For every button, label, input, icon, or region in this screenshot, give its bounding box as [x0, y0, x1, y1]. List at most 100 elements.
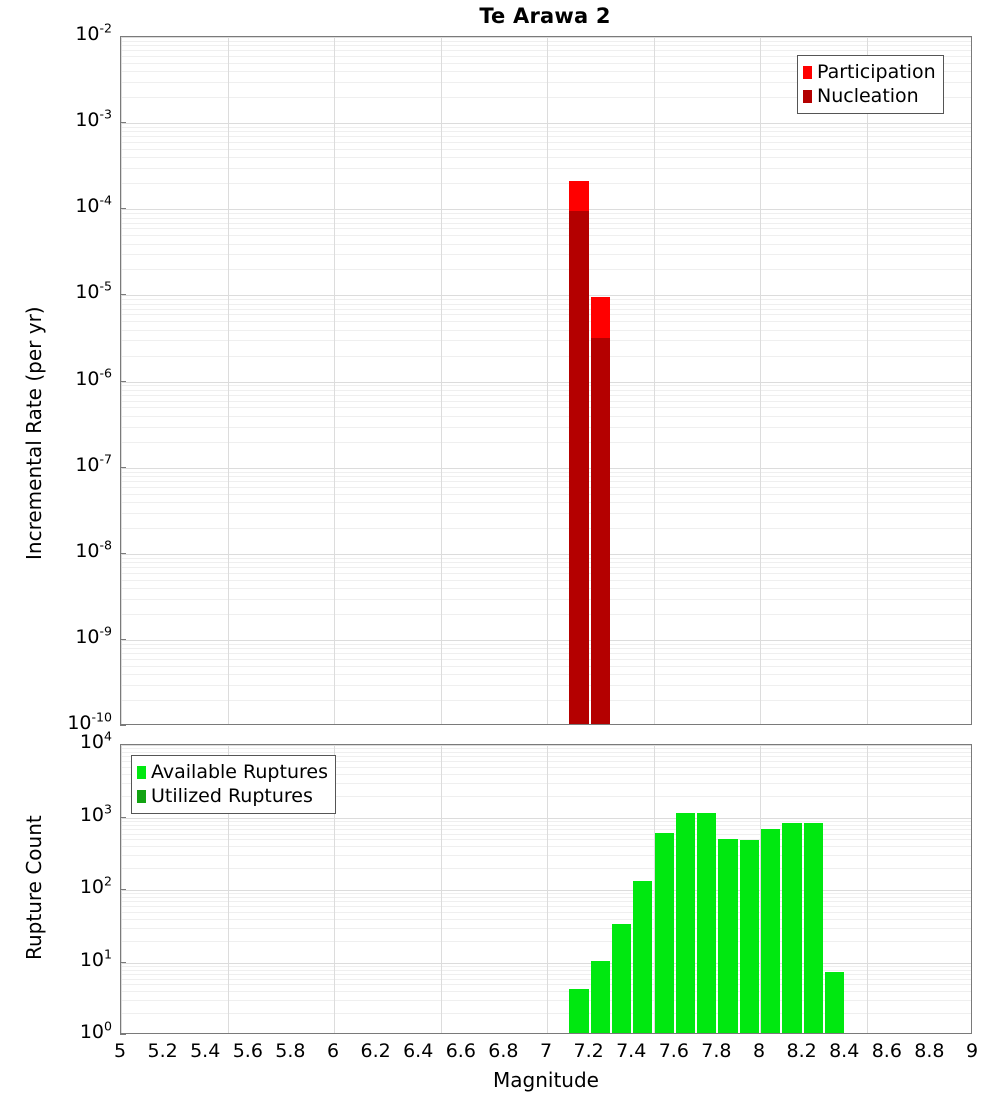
gridline-minor	[121, 557, 971, 559]
legend-label-nucleation: Nucleation	[817, 84, 919, 107]
gridline-minor	[121, 56, 971, 58]
gridline-minor	[121, 183, 971, 185]
gridline-minor	[121, 269, 971, 271]
legend-item-participation[interactable]: Participation	[803, 60, 936, 84]
incremental-rate-plot	[120, 36, 972, 725]
gridline-minor	[121, 136, 971, 138]
bar-available-ruptures	[675, 812, 696, 1033]
x-tick-label: 5.4	[190, 1040, 221, 1062]
gridline-minor	[121, 965, 971, 967]
gridline-minor	[121, 782, 971, 784]
gridline-vertical	[760, 37, 761, 724]
y-tick-mark	[120, 552, 126, 554]
gridline-minor	[121, 40, 971, 42]
bar-available-ruptures	[761, 829, 781, 1033]
gridline-minor	[121, 471, 971, 473]
x-tick-label: 5	[113, 1040, 127, 1062]
gridline-minor	[121, 684, 971, 686]
gridline-minor	[121, 588, 971, 590]
legend-item-available-ruptures[interactable]: Available Ruptures	[137, 760, 328, 784]
bar-nucleation	[569, 211, 589, 724]
gridline-minor	[121, 572, 971, 574]
x-tick-label: 5.6	[232, 1040, 263, 1062]
x-tick-label: 7.6	[658, 1040, 689, 1062]
gridline-minor	[121, 385, 971, 387]
y-tick-mark	[120, 961, 126, 963]
gridline-vertical	[653, 37, 655, 724]
gridline-minor	[121, 613, 971, 615]
gridline-minor	[121, 978, 971, 980]
gridline-vertical	[227, 37, 229, 724]
legend-item-utilized-ruptures[interactable]: Utilized Ruptures	[137, 784, 328, 808]
gridline-minor	[121, 222, 971, 224]
gridline-vertical	[440, 745, 442, 1033]
bars-rupture-count	[121, 745, 971, 1033]
gridline-minor	[121, 50, 971, 52]
bar-available-ruptures	[697, 813, 717, 1033]
gridline-vertical	[653, 745, 655, 1033]
gridline-minor	[121, 493, 971, 495]
gridline-minor	[121, 598, 971, 600]
gridline-minor	[121, 299, 971, 301]
gridline-major	[121, 962, 971, 964]
gridline-major	[121, 295, 971, 297]
gridline-minor	[121, 918, 971, 920]
y-tick-mark	[120, 466, 126, 468]
gridline-minor	[121, 748, 971, 750]
y-tick-label: 10-3	[75, 106, 112, 132]
y-tick-mark	[120, 725, 126, 726]
x-tick-label: 8.6	[871, 1040, 902, 1062]
gridline-major	[121, 381, 971, 383]
gridline-minor	[121, 213, 971, 215]
gridline-minor	[121, 308, 971, 310]
x-tick-label: 6	[326, 1040, 340, 1062]
gridline-minor	[121, 562, 971, 564]
gridline-vertical	[227, 745, 229, 1033]
gridline-major	[121, 123, 971, 125]
y-tick-label: 10-2	[75, 20, 112, 45]
gridline-minor	[121, 579, 971, 581]
bar-available-ruptures	[654, 833, 674, 1033]
gridline-minor	[121, 846, 971, 848]
gridline-minor	[121, 321, 971, 323]
gridline-minor	[121, 756, 971, 758]
gridline-minor	[121, 480, 971, 482]
gridline-minor	[121, 665, 971, 667]
utilized-ruptures-swatch-icon	[137, 789, 146, 803]
gridline-minor	[121, 228, 971, 230]
gridline-minor	[121, 752, 971, 754]
legend-incremental-rate: Participation Nucleation	[797, 55, 944, 114]
gridline-minor	[121, 969, 971, 971]
gridline-minor	[121, 340, 971, 342]
bar-available-ruptures	[590, 960, 610, 1033]
gridline-minor	[121, 407, 971, 409]
gridline-minor	[121, 394, 971, 396]
gridline-minor	[121, 45, 971, 47]
gridline-minor	[121, 389, 971, 391]
gridline-minor	[121, 527, 971, 529]
gridline-minor	[121, 303, 971, 305]
y-tick-label: 10-8	[75, 537, 112, 562]
gridline-minor	[121, 168, 971, 170]
legend-label-utilized-ruptures: Utilized Ruptures	[151, 784, 313, 807]
bar-available-ruptures	[633, 880, 653, 1033]
gridline-minor	[121, 1000, 971, 1002]
gridline-minor	[121, 674, 971, 676]
legend-item-nucleation[interactable]: Nucleation	[803, 84, 936, 108]
bar-available-ruptures	[739, 839, 759, 1033]
nucleation-swatch-icon	[803, 89, 812, 103]
x-tick-label: 5.2	[147, 1040, 178, 1062]
gridline-minor	[121, 911, 971, 913]
gridline-minor	[121, 501, 971, 503]
gridline-minor	[121, 984, 971, 986]
x-tick-label: 8.2	[786, 1040, 817, 1062]
available-ruptures-swatch-icon	[137, 765, 146, 779]
gridline-vertical	[334, 37, 335, 724]
gridline-major	[121, 890, 971, 891]
gridline-minor	[121, 773, 971, 775]
gridline-minor	[121, 658, 971, 660]
gridline-major	[121, 817, 971, 819]
y-tick-mark	[120, 638, 126, 640]
gridline-major	[121, 209, 971, 211]
gridline-minor	[121, 441, 971, 443]
